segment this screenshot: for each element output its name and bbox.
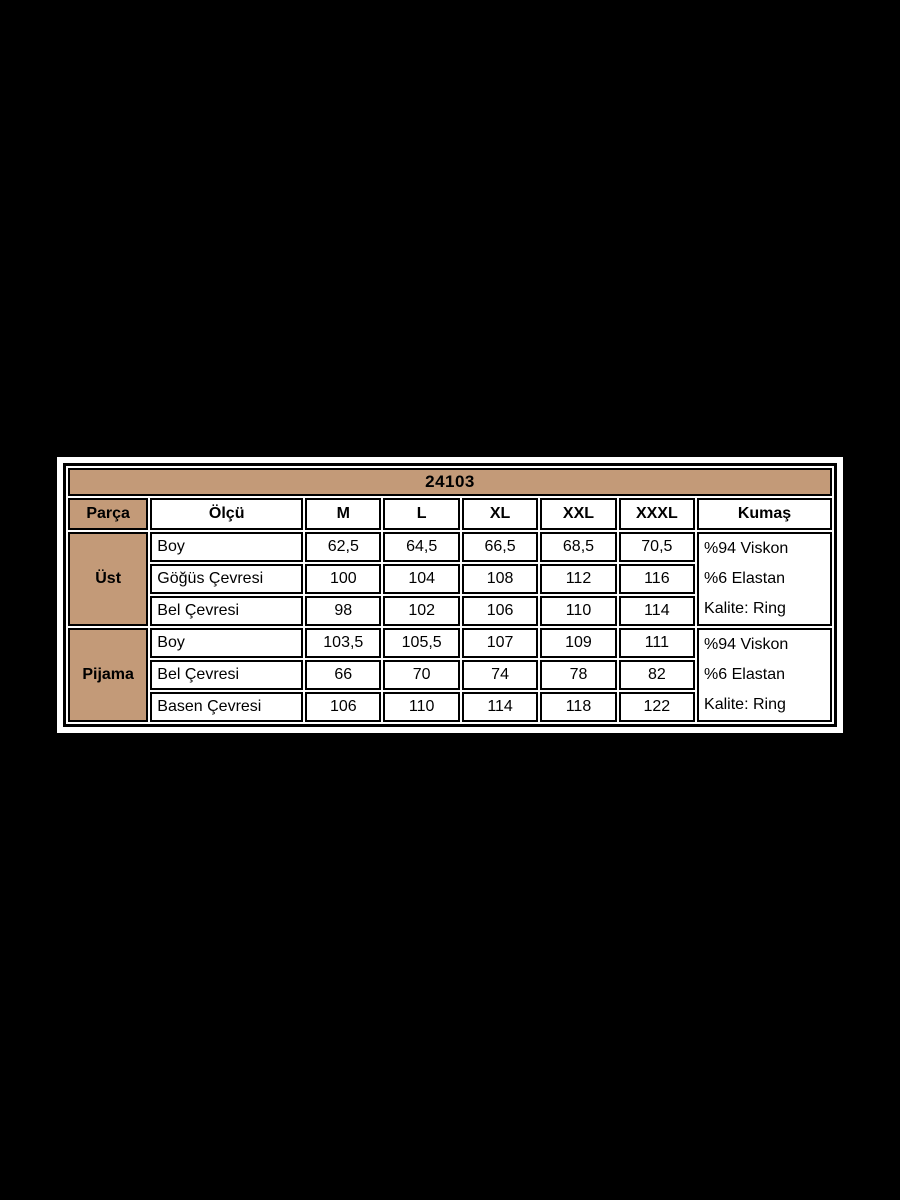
size-value-cell: 110	[540, 596, 617, 626]
size-value-cell: 108	[461, 564, 539, 594]
column-header-kumas: Kumaş	[697, 498, 832, 530]
size-value-cell: 104	[383, 564, 460, 594]
table-row: Bel Çevresi 98 102 106 110 114	[68, 596, 832, 626]
size-value-cell: 105,5	[383, 628, 460, 658]
fabric-line: Kalite: Ring	[704, 600, 786, 618]
column-header-xl: XL	[461, 498, 539, 530]
size-value-cell: 70	[383, 660, 460, 690]
table-row: Göğüs Çevresi 100 104 108 112 116	[68, 564, 832, 594]
size-value-cell: 112	[540, 564, 617, 594]
size-value-cell: 106	[461, 596, 539, 626]
size-value-cell: 82	[618, 660, 696, 690]
measure-label-cell: Bel Çevresi	[150, 660, 304, 690]
size-value-cell: 74	[461, 660, 539, 690]
size-value-cell: 64,5	[383, 532, 460, 562]
size-value-cell: 109	[540, 628, 617, 658]
size-value-cell: 110	[383, 692, 460, 722]
size-value-cell: 107	[461, 628, 539, 658]
product-code-title: 24103	[68, 468, 832, 496]
size-value-cell: 68,5	[540, 532, 617, 562]
fabric-info-cell: %94 Viskon %6 Elastan Kalite: Ring	[697, 628, 832, 722]
table-row: Pijama Boy 103,5 105,5 107 109 111 %94 V…	[68, 628, 832, 722]
measure-label-cell: Basen Çevresi	[150, 692, 304, 722]
size-chart-frame: 24103 Parça Ölçü M L XL XXL XXXL Kumaş Ü…	[57, 457, 843, 733]
measure-label-cell: Bel Çevresi	[150, 596, 304, 626]
fabric-info-cell: %94 Viskon %6 Elastan Kalite: Ring	[697, 532, 832, 626]
fabric-line: %94 Viskon	[704, 636, 789, 654]
size-chart-table: 24103 Parça Ölçü M L XL XXL XXXL Kumaş Ü…	[63, 463, 837, 727]
table-row: Üst Boy 62,5 64,5 66,5 68,5 70,5 %94 Vis…	[68, 532, 832, 626]
size-value-cell: 66	[305, 660, 382, 690]
size-value-cell: 100	[305, 564, 382, 594]
table-row: Bel Çevresi 66 70 74 78 82	[68, 660, 832, 690]
table-row: 24103	[68, 468, 832, 496]
size-value-cell: 106	[305, 692, 382, 722]
column-header-olcu: Ölçü	[150, 498, 304, 530]
column-header-xxxl: XXXL	[618, 498, 696, 530]
size-value-cell: 66,5	[461, 532, 539, 562]
fabric-line: %6 Elastan	[704, 570, 785, 588]
column-header-parca: Parça	[68, 498, 149, 530]
size-value-cell: 122	[618, 692, 696, 722]
fabric-line: %94 Viskon	[704, 540, 789, 558]
measure-label-cell: Boy	[150, 532, 304, 562]
measure-label-cell: Boy	[150, 628, 304, 658]
size-value-cell: 102	[383, 596, 460, 626]
size-value-cell: 62,5	[305, 532, 382, 562]
size-value-cell: 111	[618, 628, 696, 658]
size-value-cell: 70,5	[618, 532, 696, 562]
group-name-cell-ust: Üst	[68, 532, 149, 626]
fabric-line: Kalite: Ring	[704, 696, 786, 714]
table-row: Parça Ölçü M L XL XXL XXXL Kumaş	[68, 498, 832, 530]
column-header-m: M	[305, 498, 382, 530]
group-name-cell-pijama: Pijama	[68, 628, 149, 722]
size-value-cell: 118	[540, 692, 617, 722]
fabric-line: %6 Elastan	[704, 666, 785, 684]
table-row: Basen Çevresi 106 110 114 118 122	[68, 692, 832, 722]
measure-label-cell: Göğüs Çevresi	[150, 564, 304, 594]
column-header-xxl: XXL	[540, 498, 617, 530]
size-value-cell: 114	[618, 596, 696, 626]
size-value-cell: 103,5	[305, 628, 382, 658]
size-value-cell: 98	[305, 596, 382, 626]
size-value-cell: 78	[540, 660, 617, 690]
column-header-l: L	[383, 498, 460, 530]
size-value-cell: 114	[461, 692, 539, 722]
size-value-cell: 116	[618, 564, 696, 594]
